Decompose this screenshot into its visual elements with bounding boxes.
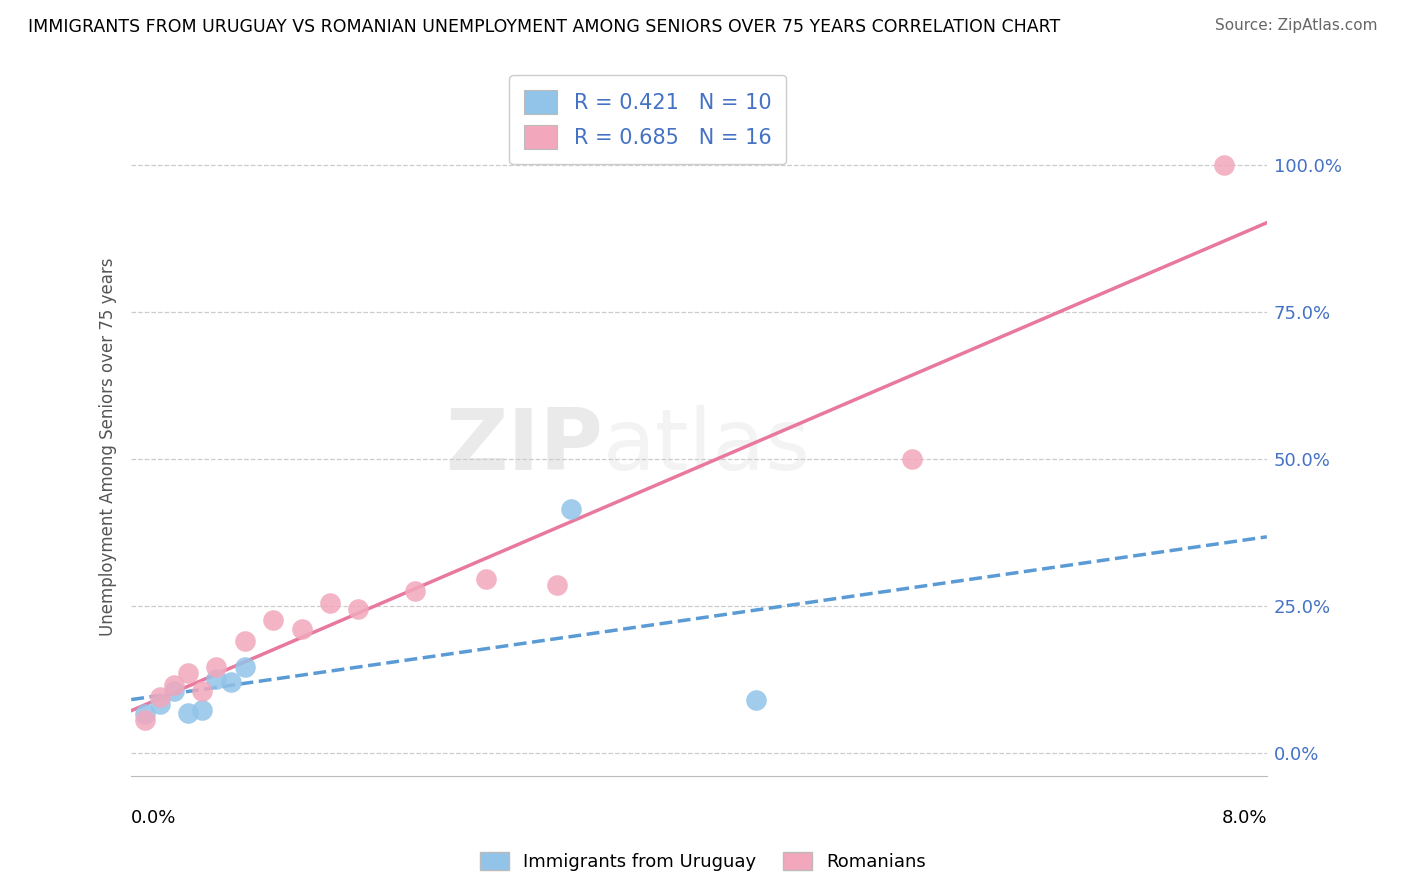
Text: 0.0%: 0.0% <box>131 808 177 827</box>
Point <box>191 703 214 717</box>
Point <box>149 698 172 712</box>
Legend: Immigrants from Uruguay, Romanians: Immigrants from Uruguay, Romanians <box>472 845 934 879</box>
Point <box>319 596 342 610</box>
Text: atlas: atlas <box>603 405 810 488</box>
Point <box>560 501 582 516</box>
Point <box>219 675 242 690</box>
Point <box>134 707 156 722</box>
Point <box>546 578 568 592</box>
Point <box>191 684 214 698</box>
Point <box>233 634 256 648</box>
Text: 8.0%: 8.0% <box>1222 808 1267 827</box>
Point <box>404 584 426 599</box>
Point <box>233 660 256 674</box>
Point <box>163 678 186 692</box>
Point <box>177 666 200 681</box>
Point <box>1213 157 1236 171</box>
Text: ZIP: ZIP <box>444 405 603 488</box>
Point <box>475 572 498 586</box>
Point <box>205 672 228 686</box>
Point <box>347 601 370 615</box>
Point <box>901 451 924 466</box>
Text: IMMIGRANTS FROM URUGUAY VS ROMANIAN UNEMPLOYMENT AMONG SENIORS OVER 75 YEARS COR: IMMIGRANTS FROM URUGUAY VS ROMANIAN UNEM… <box>28 18 1060 36</box>
Point <box>163 684 186 698</box>
Point <box>149 690 172 704</box>
Point <box>205 660 228 674</box>
Point <box>262 613 284 627</box>
Point <box>291 622 314 636</box>
Point <box>177 706 200 720</box>
Point <box>134 714 156 728</box>
Y-axis label: Unemployment Among Seniors over 75 years: Unemployment Among Seniors over 75 years <box>100 258 117 636</box>
Point <box>745 692 768 706</box>
Text: Source: ZipAtlas.com: Source: ZipAtlas.com <box>1215 18 1378 33</box>
Legend: R = 0.421   N = 10, R = 0.685   N = 16: R = 0.421 N = 10, R = 0.685 N = 16 <box>509 75 786 164</box>
